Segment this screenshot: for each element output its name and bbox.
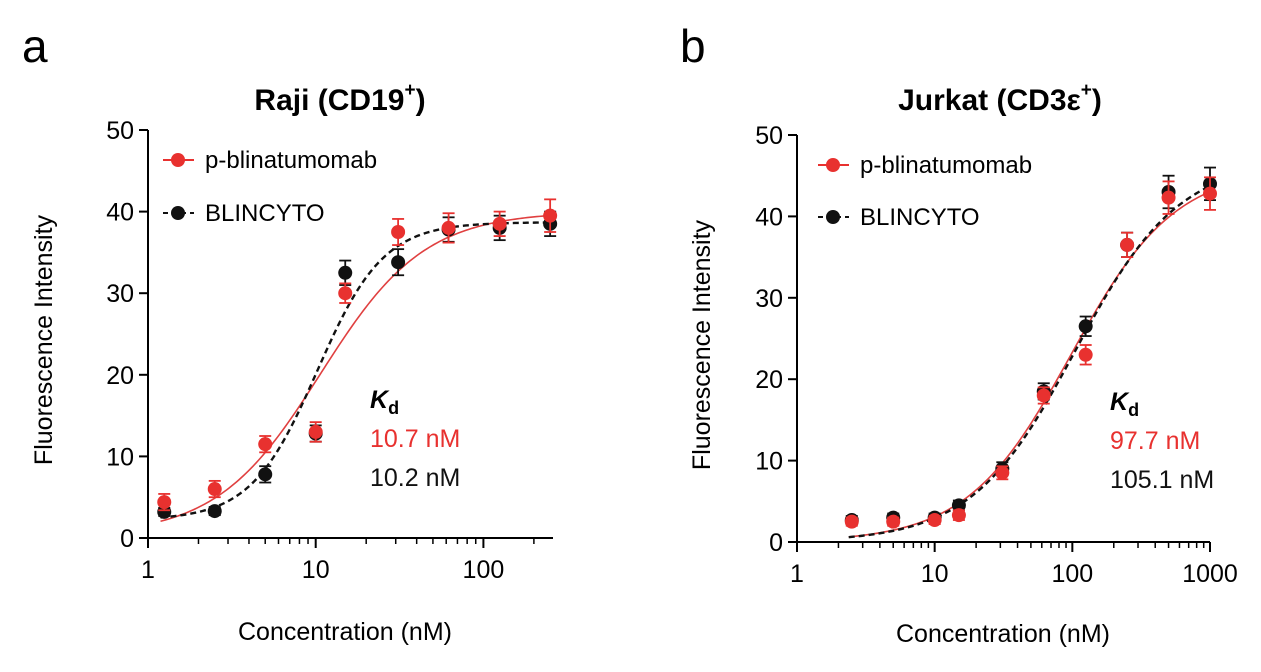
kd-label-b: Kd	[1110, 388, 1139, 420]
legend-marker-blincyto-b	[826, 210, 840, 224]
y-tick-label: 10	[755, 448, 783, 476]
legend-label-blincyto-a: BLINCYTO	[205, 200, 325, 227]
y-tick-label: 50	[106, 117, 134, 145]
kd-value-p-blinatumomab-a: 10.7 nM	[370, 425, 460, 453]
data-point-blincyto	[338, 265, 353, 280]
data-points-a	[157, 198, 558, 519]
panel-a: a Raji (CD19+) Concentration (nM) Fluore…	[22, 20, 558, 646]
data-point-p-blinatumomab	[441, 220, 456, 235]
kd-value-blincyto-a: 10.2 nM	[370, 464, 460, 492]
panel-letter-a: a	[22, 20, 48, 72]
data-point-p-blinatumomab	[886, 514, 901, 529]
data-point-p-blinatumomab	[1161, 190, 1176, 205]
legend-label-p-blinatumomab-a: p-blinatumomab	[205, 147, 377, 174]
y-tick-label: 30	[106, 280, 134, 308]
axes-b: 0 10 20 30 40 50 1 10 100 1000	[755, 122, 1238, 588]
kd-value-blincyto-b: 105.1 nM	[1110, 466, 1214, 494]
x-tick-label: 100	[1051, 560, 1093, 588]
legend-b: p-blinatumomab BLINCYTO	[818, 152, 1032, 231]
data-point-p-blinatumomab	[391, 225, 406, 239]
x-axis-label-b: Concentration (nM)	[896, 620, 1110, 648]
x-tick-label: 1000	[1182, 560, 1238, 588]
data-point-blincyto	[258, 467, 273, 482]
legend-marker-p-blinatumomab-b	[826, 158, 840, 172]
kd-label-a: Kd	[370, 386, 399, 418]
axes-a: 0 10 20 30 40 50 1 10 100	[106, 117, 553, 584]
y-tick-label: 20	[106, 362, 134, 390]
y-tick-label: 30	[755, 285, 783, 313]
fit-curves-b	[848, 185, 1211, 539]
x-tick-label: 1	[790, 560, 804, 588]
data-point-p-blinatumomab	[927, 513, 942, 528]
data-point-p-blinatumomab	[543, 208, 558, 223]
kd-annotation-b: Kd 97.7 nM 105.1 nM	[1110, 388, 1214, 494]
legend-marker-blincyto-a	[171, 206, 185, 220]
data-point-blincyto	[1078, 319, 1093, 334]
data-point-blincyto	[157, 504, 172, 519]
chart-title-b: Jurkat (CD3ε+)	[898, 80, 1102, 117]
legend-label-p-blinatumomab-b: p-blinatumomab	[860, 152, 1032, 179]
data-point-p-blinatumomab	[995, 465, 1010, 480]
y-tick-label: 0	[769, 529, 783, 557]
x-tick-label: 10	[921, 560, 949, 588]
data-point-p-blinatumomab	[1036, 388, 1051, 403]
y-tick-label: 10	[106, 443, 134, 471]
data-point-p-blinatumomab	[207, 482, 222, 497]
data-point-blincyto	[207, 504, 222, 519]
fit-curves-a	[160, 214, 552, 523]
data-point-p-blinatumomab	[1120, 237, 1135, 252]
x-tick-label: 1	[141, 556, 155, 584]
x-tick-label: 10	[302, 556, 330, 584]
data-point-p-blinatumomab	[492, 216, 507, 231]
y-tick-label: 40	[755, 203, 783, 231]
chart-title-a: Raji (CD19+)	[254, 80, 425, 117]
data-points-b	[844, 166, 1217, 529]
kd-annotation-a: Kd 10.7 nM 10.2 nM	[370, 386, 460, 492]
y-tick-label: 20	[755, 366, 783, 394]
y-tick-label: 40	[106, 199, 134, 227]
data-point-p-blinatumomab	[308, 424, 323, 439]
data-point-p-blinatumomab	[258, 437, 273, 452]
data-point-p-blinatumomab	[951, 508, 966, 523]
y-axis-label-b: Fluorescence Intensity	[688, 219, 716, 470]
panel-b: b Jurkat (CD3ε+) Concentration (nM) Fluo…	[680, 20, 1238, 648]
fit-curve-blincyto	[160, 221, 552, 519]
y-tick-label: 50	[755, 122, 783, 150]
x-axis-label-a: Concentration (nM)	[238, 618, 452, 646]
data-point-blincyto	[391, 255, 406, 270]
data-point-p-blinatumomab	[844, 514, 859, 529]
y-axis-label-a: Fluorescence Intensity	[30, 214, 58, 465]
x-tick-label: 100	[463, 556, 505, 584]
panel-letter-b: b	[680, 20, 706, 72]
data-point-p-blinatumomab	[157, 495, 172, 510]
data-point-p-blinatumomab	[1203, 186, 1217, 201]
legend-marker-p-blinatumomab-a	[171, 153, 185, 167]
fit-curve-p-blinatumomab	[160, 214, 552, 523]
legend-a: p-blinatumomab BLINCYTO	[163, 147, 377, 227]
data-point-p-blinatumomab	[338, 286, 353, 301]
data-point-p-blinatumomab	[1078, 347, 1093, 362]
data-point-blincyto	[951, 498, 966, 513]
kd-value-p-blinatumomab-b: 97.7 nM	[1110, 427, 1200, 455]
y-tick-label: 0	[120, 525, 134, 553]
fit-curve-blincyto	[848, 185, 1211, 539]
legend-label-blincyto-b: BLINCYTO	[860, 204, 980, 231]
